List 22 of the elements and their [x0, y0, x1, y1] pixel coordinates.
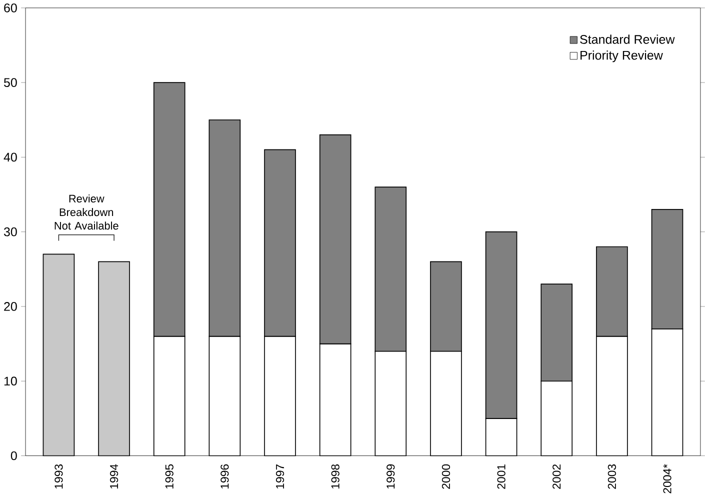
x-tick-label: 1998	[331, 464, 340, 488]
x-tick-label: 2000	[442, 464, 450, 489]
x-tick-label: 1996	[220, 464, 229, 488]
y-tick-label: 40	[4, 152, 17, 162]
x-tick-label: 2002	[552, 464, 561, 489]
legend-label: Priority Review	[580, 50, 663, 62]
x-tick-label: 2003	[608, 464, 616, 489]
x-tick-label: 1997	[276, 464, 284, 488]
x-tick-label: 2004*	[663, 464, 672, 494]
annotation: Review Breakdown Not Available	[54, 194, 118, 230]
y-tick-label: 10	[4, 376, 17, 386]
y-tick-label: 20	[4, 302, 17, 311]
x-tick-label: 1994	[110, 464, 118, 488]
y-tick-label: 60	[4, 3, 17, 12]
x-tick-label: 1995	[165, 464, 174, 488]
x-tick-label: 1999	[386, 464, 395, 488]
x-tick-label: 1993	[54, 464, 63, 488]
legend-label: Standard Review	[580, 34, 675, 44]
y-tick-label: 50	[4, 78, 17, 87]
y-tick-label: 0	[10, 451, 17, 460]
x-tick-label: 2001	[497, 464, 506, 489]
y-tick-label: 30	[4, 227, 17, 236]
